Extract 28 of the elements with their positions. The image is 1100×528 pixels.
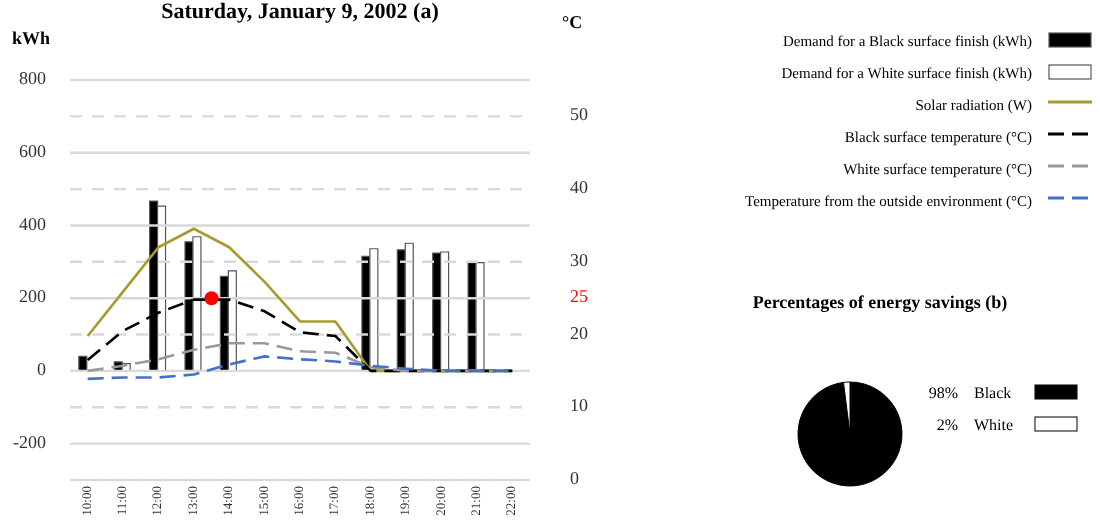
line-series xyxy=(86,355,514,381)
y2-tick-label: 50 xyxy=(570,104,589,125)
bar xyxy=(475,261,485,372)
y-axis-title: kWh xyxy=(12,28,51,48)
y-tick-label: 200 xyxy=(19,286,47,307)
legend-label: Black xyxy=(974,383,1014,401)
y2-tick-label: 20 xyxy=(570,322,589,343)
y2-tick-label: 40 xyxy=(570,177,589,198)
bar xyxy=(369,248,379,372)
chart-title: Saturday, January 9, 2002 (a) xyxy=(161,0,439,24)
legend-label: White xyxy=(974,415,1016,433)
y2-axis-title: °C xyxy=(562,12,583,32)
y-tick-label: -200 xyxy=(13,431,47,452)
y-tick-label: 0 xyxy=(37,359,47,380)
chart-title: Percentages of energy savings (b) xyxy=(750,292,1010,312)
y2-tick-label: 25 xyxy=(570,286,589,307)
bar xyxy=(192,236,202,372)
y-tick-label: 400 xyxy=(19,213,47,234)
bar xyxy=(440,251,450,372)
data-label: 98% xyxy=(926,383,958,401)
bar xyxy=(404,242,414,372)
y-tick-label: 600 xyxy=(19,140,47,161)
y2-tick-label: 10 xyxy=(570,395,589,416)
pie-slice xyxy=(797,381,903,487)
y2-tick-label: 0 xyxy=(570,468,580,489)
data-label: 2% xyxy=(934,415,958,433)
y-tick-label: 800 xyxy=(19,68,47,89)
y2-tick-label: 30 xyxy=(570,249,589,270)
